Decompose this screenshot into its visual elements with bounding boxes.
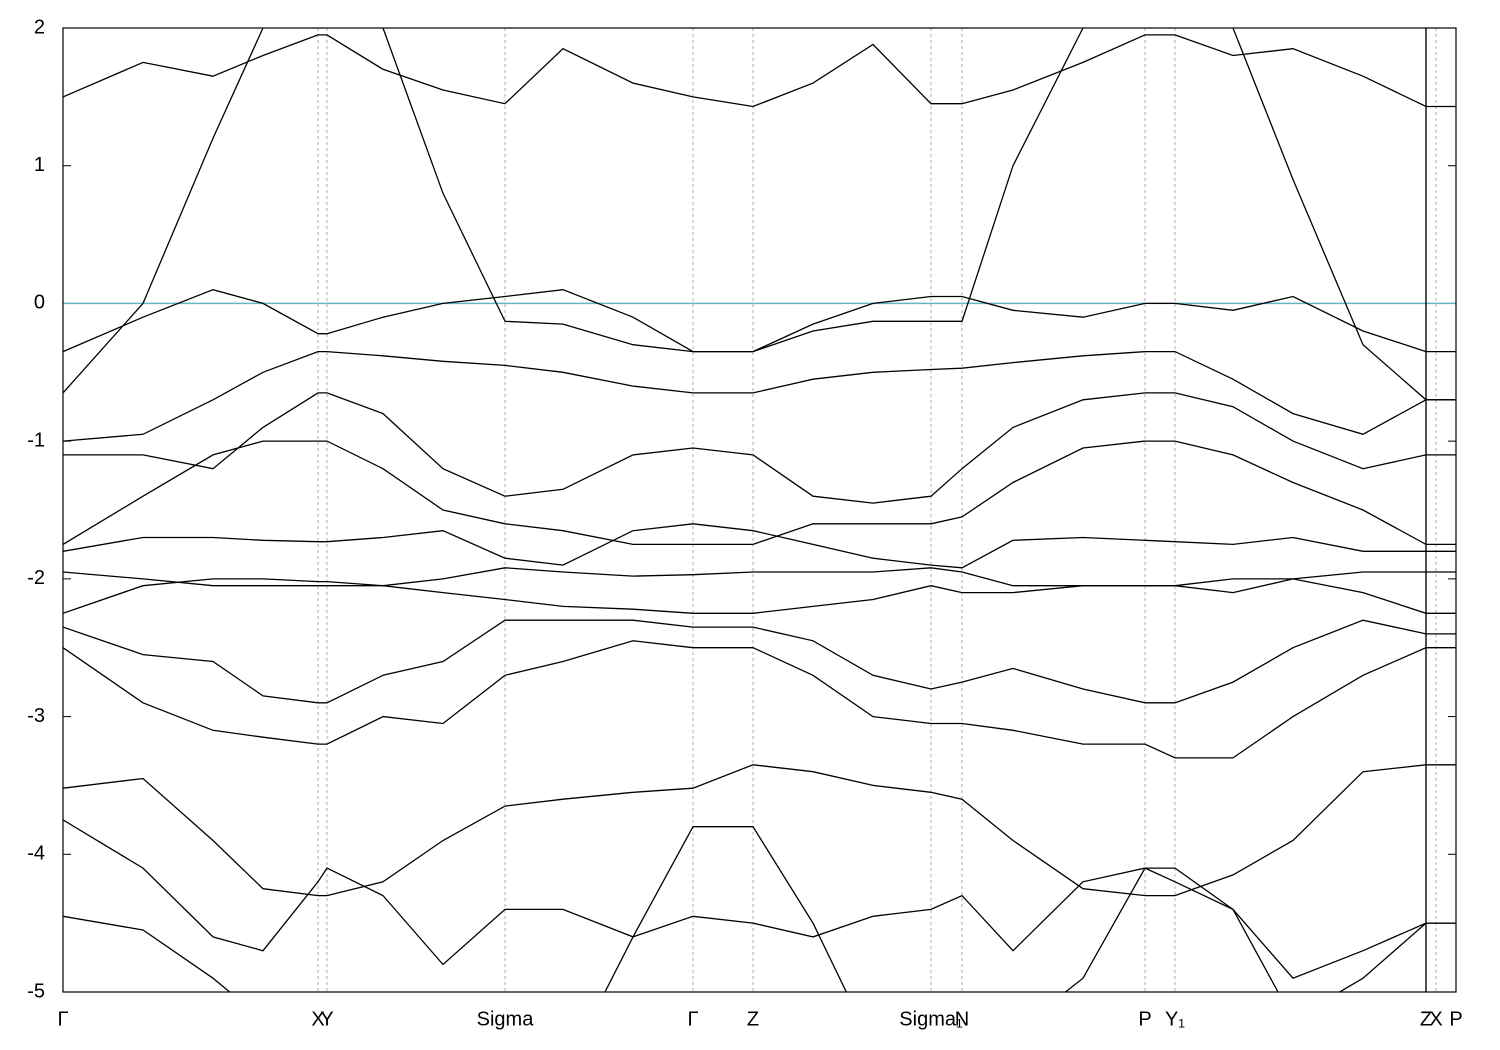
y-tick-label: -5 — [27, 980, 45, 1002]
x-tick-label: P — [1449, 1008, 1462, 1030]
band — [63, 764, 1456, 897]
x-tick-label: Z — [1420, 1008, 1432, 1030]
y-tick-label: 0 — [34, 292, 45, 314]
x-tick-label: Y — [320, 1008, 333, 1030]
x-tick-label: Sigma₁ — [899, 1008, 963, 1030]
bands — [63, 28, 1456, 992]
y-tick-label: -2 — [27, 567, 45, 589]
y-tick-label: -4 — [27, 843, 45, 865]
band — [63, 619, 1456, 704]
x-tick-label: Γ — [687, 1008, 698, 1030]
band — [63, 34, 1456, 108]
band — [63, 440, 1456, 546]
y-tick-label: 1 — [34, 154, 45, 176]
band — [63, 350, 1456, 442]
x-tick-label: P — [1138, 1008, 1151, 1030]
x-tick-label: X — [311, 1008, 324, 1030]
y-tick-label: -3 — [27, 705, 45, 727]
band — [63, 567, 1456, 587]
side-frame — [1425, 27, 1457, 993]
x-tick-label: X — [1429, 1008, 1442, 1030]
y-tick-label: 2 — [34, 16, 45, 38]
y-tick-label: -1 — [27, 429, 45, 451]
band — [63, 392, 1456, 504]
x-tick-label: Γ — [57, 1008, 68, 1030]
x-tick-label: Z — [747, 1008, 759, 1030]
band — [63, 578, 1456, 614]
band — [63, 826, 1456, 992]
x-tick-label: N — [955, 1008, 969, 1030]
band — [63, 28, 1456, 401]
band — [63, 289, 1456, 353]
band — [63, 523, 1456, 569]
x-tick-label: Y₁ — [1165, 1008, 1185, 1030]
band — [63, 819, 1456, 979]
band — [63, 640, 1456, 759]
x-tick-label: Sigma — [477, 1008, 535, 1030]
